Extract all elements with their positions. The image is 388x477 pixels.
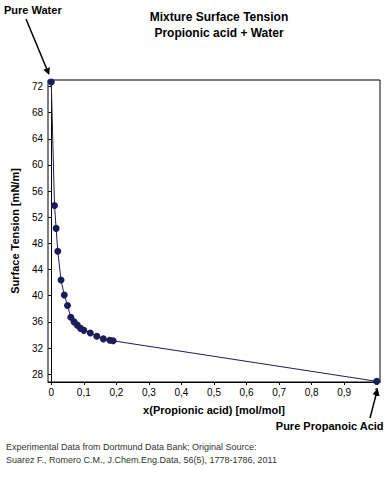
svg-text:1: 1 [374, 387, 380, 398]
svg-text:60: 60 [32, 159, 44, 170]
svg-text:Experimental Data from Dortmun: Experimental Data from Dortmund Data Ban… [6, 442, 257, 452]
svg-text:Pure Water: Pure Water [4, 4, 62, 16]
svg-text:x(Propionic acid) [mol/mol]: x(Propionic acid) [mol/mol] [143, 404, 285, 416]
svg-text:0,1: 0,1 [77, 387, 91, 398]
svg-text:0: 0 [48, 387, 54, 398]
svg-text:0,4: 0,4 [174, 387, 188, 398]
svg-text:40: 40 [32, 290, 44, 301]
svg-text:36: 36 [32, 316, 44, 327]
svg-text:44: 44 [32, 264, 44, 275]
svg-text:Mixture Surface Tension: Mixture Surface Tension [150, 10, 288, 24]
svg-text:Pure Propanoic Acid: Pure Propanoic Acid [276, 420, 384, 432]
svg-text:28: 28 [32, 369, 44, 380]
svg-text:64: 64 [32, 133, 44, 144]
svg-text:Suarez F., Romero C.M., J.Chem: Suarez F., Romero C.M., J.Chem.Eng.Data,… [6, 455, 277, 465]
svg-text:Surface Tension [mN/m]: Surface Tension [mN/m] [9, 168, 21, 294]
svg-text:0,6: 0,6 [240, 387, 254, 398]
svg-text:0,3: 0,3 [142, 387, 156, 398]
svg-text:52: 52 [32, 212, 44, 223]
svg-text:0,8: 0,8 [305, 387, 319, 398]
svg-text:48: 48 [32, 238, 44, 249]
svg-text:0,7: 0,7 [272, 387, 286, 398]
svg-text:72: 72 [32, 81, 44, 92]
svg-text:Propionic acid + Water: Propionic acid + Water [154, 26, 284, 40]
svg-text:32: 32 [32, 343, 44, 354]
svg-text:68: 68 [32, 107, 44, 118]
svg-text:56: 56 [32, 186, 44, 197]
svg-text:0,5: 0,5 [207, 387, 221, 398]
svg-text:0,9: 0,9 [337, 387, 351, 398]
svg-text:0,2: 0,2 [109, 387, 123, 398]
